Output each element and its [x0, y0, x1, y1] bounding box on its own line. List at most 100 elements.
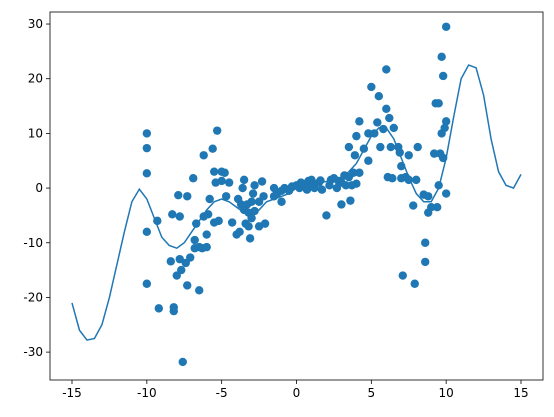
point: [248, 189, 258, 198]
point: [174, 190, 183, 200]
point: [247, 197, 256, 206]
point: [426, 203, 436, 212]
point: [322, 211, 331, 220]
point: [337, 200, 346, 209]
point: [277, 197, 286, 206]
point: [142, 279, 152, 288]
point: [379, 124, 388, 134]
point: [352, 131, 361, 141]
point: [224, 178, 234, 187]
point: [189, 174, 198, 183]
point: [250, 206, 259, 216]
point: [203, 210, 213, 219]
point: [441, 22, 451, 31]
point: [404, 151, 413, 160]
point: [382, 65, 391, 74]
point: [214, 216, 223, 226]
y-tick-label: 0: [35, 181, 43, 195]
point: [257, 177, 267, 186]
y-tick-label: 30: [28, 17, 43, 31]
point: [250, 181, 259, 190]
point: [434, 99, 443, 108]
x-tick-label: -10: [137, 386, 157, 400]
point: [186, 253, 195, 262]
y-tick-label: 10: [28, 126, 43, 140]
point: [352, 179, 361, 188]
point: [153, 216, 162, 226]
point: [302, 185, 312, 194]
x-tick-label: 0: [293, 386, 301, 400]
point: [202, 230, 211, 239]
x-tick-label: 10: [439, 386, 454, 400]
point: [142, 227, 152, 237]
point: [437, 52, 446, 62]
point: [429, 149, 439, 158]
point: [307, 175, 316, 185]
point: [370, 129, 379, 138]
point: [175, 254, 184, 264]
point: [438, 153, 448, 163]
point: [205, 194, 214, 204]
point: [316, 176, 325, 185]
point: [441, 189, 451, 198]
point: [166, 257, 175, 266]
point: [177, 265, 186, 275]
point: [409, 201, 418, 210]
point: [183, 281, 192, 290]
point: [410, 279, 419, 288]
point: [209, 167, 219, 176]
x-tick-label: -5: [216, 386, 228, 400]
point: [413, 142, 422, 152]
point: [199, 151, 208, 160]
point: [385, 113, 394, 123]
point: [341, 181, 351, 190]
y-tick-label: 20: [28, 72, 43, 86]
point: [217, 176, 226, 186]
point: [238, 183, 247, 193]
x-tick-label: 5: [368, 386, 376, 400]
point: [192, 219, 201, 228]
point: [260, 219, 270, 228]
point: [142, 169, 152, 178]
point: [432, 203, 442, 212]
point: [259, 192, 268, 201]
point: [424, 192, 433, 201]
point: [317, 185, 327, 194]
point: [373, 118, 382, 127]
point: [359, 144, 369, 153]
point: [142, 143, 152, 153]
point: [376, 142, 385, 152]
point: [350, 151, 360, 160]
point: [245, 234, 255, 243]
point: [208, 144, 217, 153]
y-tick-label: -20: [23, 290, 43, 304]
point: [367, 82, 376, 92]
point: [404, 175, 413, 185]
point: [220, 168, 229, 177]
point: [190, 235, 199, 245]
y-tick-label: -10: [23, 236, 43, 250]
x-tick-label: -15: [62, 386, 82, 400]
point: [397, 161, 406, 171]
point: [388, 174, 397, 183]
y-tick-label: -30: [23, 345, 43, 359]
point: [183, 192, 192, 201]
point: [235, 227, 244, 237]
point: [355, 117, 364, 126]
point: [227, 218, 237, 227]
point: [212, 126, 222, 135]
point: [355, 168, 364, 177]
point: [440, 123, 449, 133]
x-tick-label: 15: [513, 386, 528, 400]
point: [169, 306, 178, 316]
point: [374, 92, 384, 101]
point: [154, 304, 164, 313]
point: [395, 148, 404, 157]
point: [244, 222, 253, 231]
point: [382, 104, 391, 113]
point: [421, 238, 430, 247]
point: [434, 181, 443, 190]
point: [364, 129, 373, 138]
